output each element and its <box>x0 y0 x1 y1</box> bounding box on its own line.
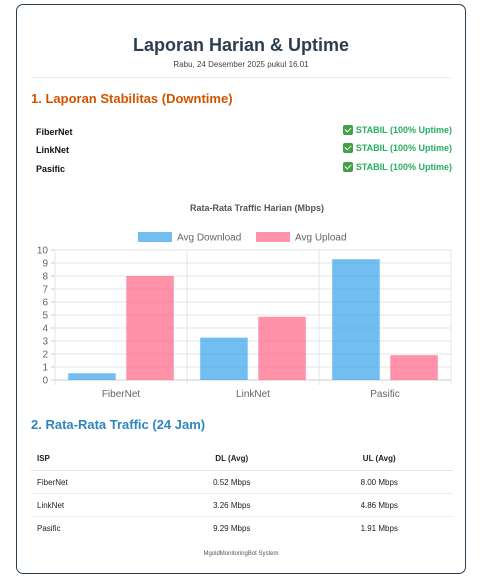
cell-dl: 0.52 Mbps <box>158 470 306 494</box>
bar-avg-upload <box>126 276 174 380</box>
y-tick-label: 7 <box>42 285 48 296</box>
column-header-ul: UL (Avg) <box>305 446 453 471</box>
cell-ul: 1.91 Mbps <box>360 523 398 533</box>
y-tick-label: 3 <box>42 337 48 348</box>
y-tick-label: 0 <box>42 376 48 387</box>
bar-avg-download <box>332 259 380 380</box>
chart-title: Rata-Rata Traffic Harian (Mbps) <box>190 203 324 213</box>
x-tick-label: LinkNet <box>236 389 270 400</box>
x-tick-label: Pasific <box>370 389 399 400</box>
stability-heading: 1. Laporan Stabilitas (Downtime) <box>31 91 233 106</box>
y-tick-label: 10 <box>37 246 49 257</box>
table-header-row: ISP DL (Avg) UL (Avg) <box>31 446 453 471</box>
traffic-table: ISP DL (Avg) UL (Avg) FiberNet 0.52 Mbps… <box>31 446 453 539</box>
isp-name: Pasific <box>36 164 66 174</box>
legend-label: Avg Upload <box>295 233 347 244</box>
status-badge: STABIL (100% Uptime) <box>342 162 452 172</box>
status-badge: STABIL (100% Uptime) <box>342 125 452 135</box>
cell-dl: 3.26 Mbps <box>158 493 306 517</box>
cell-ul: 8.00 Mbps <box>305 470 453 494</box>
report-title: Laporan Harian & Uptime <box>132 35 350 55</box>
y-tick-label: 1 <box>42 363 48 374</box>
cell-ul: 4.86 Mbps <box>305 493 453 517</box>
bar-avg-upload <box>390 355 438 380</box>
y-tick-label: 5 <box>42 311 48 322</box>
traffic-heading: 2. Rata-Rata Traffic (24 Jam) <box>31 417 206 432</box>
traffic-chart: Rata-Rata Traffic Harian (Mbps) Avg Downl… <box>37 203 452 400</box>
isp-name: FiberNet <box>36 127 73 137</box>
header-divider <box>31 77 451 78</box>
table-row: Pasific 9.29 Mbps 1.91 Mbps <box>31 517 453 540</box>
status-badge: STABIL (100% Uptime) <box>342 143 452 153</box>
cell-isp: LinkNet <box>31 493 158 517</box>
bar-avg-download <box>200 337 248 380</box>
column-header-dl: DL (Avg) <box>158 446 306 471</box>
report-date: Rabu, 24 Desember 2025 pukul 16.01 <box>173 60 309 69</box>
y-tick-label: 6 <box>42 298 48 309</box>
bar-avg-upload <box>258 316 306 380</box>
x-tick-label: FiberNet <box>102 389 141 400</box>
status-row-linknet: LinkNet STABIL (100% Uptime) <box>36 143 452 157</box>
cell-dl: 9.29 Mbps <box>213 523 251 533</box>
check-icon <box>342 162 353 172</box>
check-icon <box>342 125 353 135</box>
legend-swatch <box>138 232 172 242</box>
column-header-isp: ISP <box>31 446 158 471</box>
y-tick-label: 9 <box>42 259 48 270</box>
y-tick-label: 8 <box>42 272 48 283</box>
bar-avg-download <box>68 373 116 380</box>
check-icon <box>342 143 353 153</box>
status-text: STABIL (100% Uptime) <box>355 162 452 172</box>
status-row-pasific: Pasific STABIL (100% Uptime) <box>36 162 452 176</box>
status-text: STABIL (100% Uptime) <box>355 125 452 135</box>
table-row: FiberNet 0.52 Mbps 8.00 Mbps <box>31 470 453 494</box>
footer-text: MgoldMonitoringBot System <box>203 551 279 557</box>
table-row: LinkNet 3.26 Mbps 4.86 Mbps <box>31 493 453 517</box>
y-tick-label: 4 <box>42 324 48 335</box>
cell-isp: Pasific <box>37 523 61 533</box>
report-card: Laporan Harian & Uptime Rabu, 24 Desembe… <box>16 4 466 574</box>
legend-swatch <box>256 232 290 242</box>
cell-isp: FiberNet <box>31 470 158 494</box>
status-row-fibernet: FiberNet STABIL (100% Uptime) <box>36 125 452 139</box>
isp-name: LinkNet <box>36 145 70 155</box>
status-text: STABIL (100% Uptime) <box>355 143 452 153</box>
legend-label: Avg Download <box>177 233 241 244</box>
y-tick-label: 2 <box>42 350 48 361</box>
